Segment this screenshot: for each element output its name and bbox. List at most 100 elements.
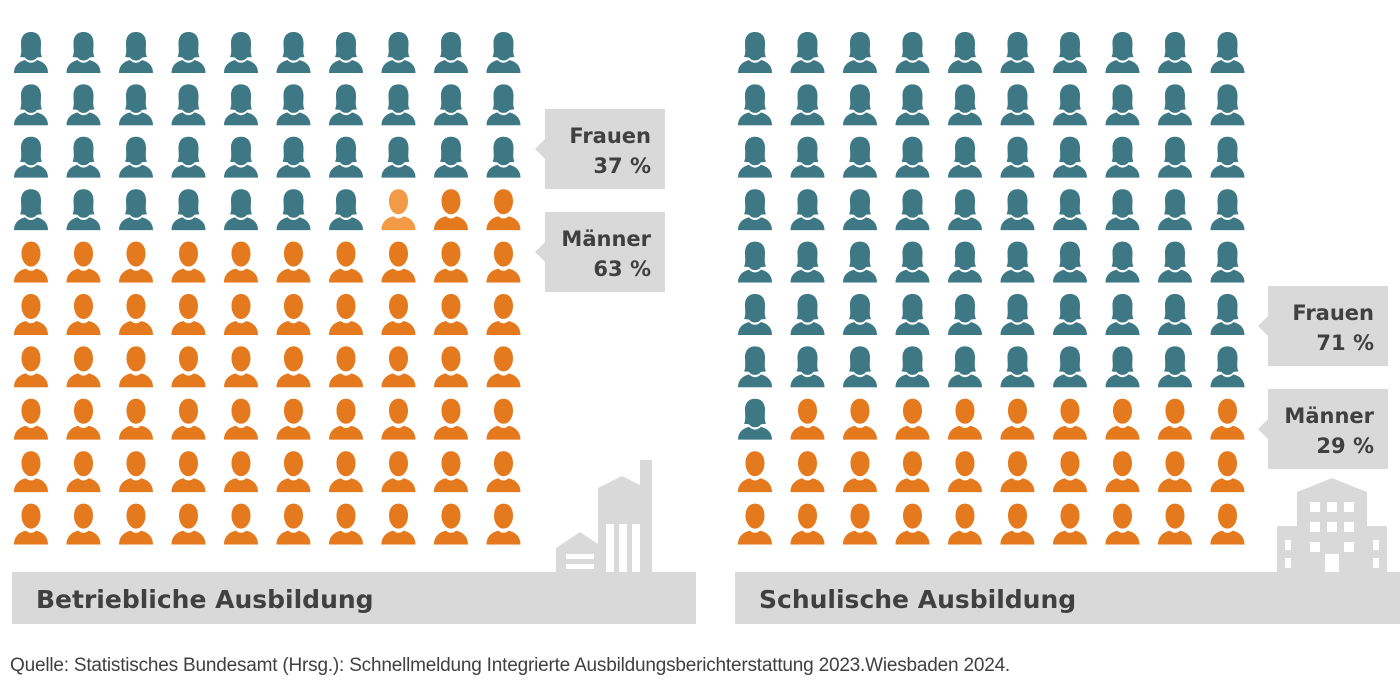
- maenner-person-icon: [119, 503, 153, 545]
- maenner-person-icon: [948, 451, 982, 493]
- frauen-person-icon: [381, 84, 416, 126]
- callout-maenner-betrieblich: Männer 63 %: [535, 212, 665, 292]
- maenner-person-icon: [486, 189, 521, 231]
- frauen-person-icon: [1053, 241, 1087, 283]
- legend-label-frauen: Frauen: [1292, 301, 1374, 325]
- callout-frauen-schulisch: Frauen 71 %: [1258, 286, 1388, 366]
- maenner-person-icon: [1000, 398, 1035, 440]
- frauen-person-icon: [738, 189, 772, 231]
- maenner-person-icon: [224, 346, 258, 388]
- frauen-person-icon: [486, 136, 521, 178]
- data-label-frauen: 71 %: [1316, 331, 1374, 355]
- frauen-person-icon: [171, 84, 206, 126]
- maenner-person-icon: [895, 398, 930, 440]
- frauen-person-icon: [66, 32, 101, 73]
- frauen-person-icon: [1000, 189, 1035, 231]
- maenner-person-icon: [224, 451, 258, 493]
- frauen-person-icon: [381, 32, 416, 73]
- frauen-person-icon: [276, 189, 311, 231]
- frauen-person-icon: [1210, 84, 1245, 126]
- frauen-person-icon: [790, 294, 825, 335]
- frauen-person-icon: [329, 136, 363, 178]
- frauen-person-icon: [790, 32, 825, 73]
- frauen-person-icon: [14, 32, 48, 73]
- frauen-person-icon: [1053, 136, 1087, 178]
- legend-label-frauen: Frauen: [569, 124, 651, 148]
- maenner-person-icon: [224, 294, 258, 335]
- maenner-person-icon: [1053, 398, 1087, 440]
- maenner-person-icon: [948, 398, 982, 440]
- frauen-person-icon: [843, 294, 877, 335]
- frauen-person-icon: [119, 32, 153, 73]
- frauen-person-icon: [1210, 136, 1245, 178]
- frauen-person-icon: [790, 136, 825, 178]
- frauen-person-icon: [171, 32, 206, 73]
- frauen-person-icon: [329, 32, 363, 73]
- maenner-person-icon: [1053, 451, 1087, 493]
- maenner-person-icon: [1158, 451, 1192, 493]
- maenner-person-icon: [276, 346, 311, 388]
- frauen-person-icon: [486, 32, 521, 73]
- frauen-person-icon: [1105, 241, 1140, 283]
- frauen-person-icon: [119, 189, 153, 231]
- maenner-person-icon: [434, 241, 468, 283]
- frauen-person-icon: [66, 84, 101, 126]
- frauen-person-icon: [948, 32, 982, 73]
- maenner-person-icon: [738, 503, 772, 545]
- frauen-person-icon: [843, 346, 877, 388]
- frauen-person-icon: [895, 189, 930, 231]
- maenner-person-icon: [171, 398, 206, 440]
- maenner-person-icon: [329, 346, 363, 388]
- maenner-person-icon: [1105, 451, 1140, 493]
- maenner-person-icon: [224, 503, 258, 545]
- frauen-person-icon: [14, 84, 48, 126]
- frauen-person-icon: [843, 241, 877, 283]
- frauen-person-icon: [434, 84, 468, 126]
- frauen-person-icon: [276, 136, 311, 178]
- frauen-person-icon: [843, 32, 877, 73]
- maenner-person-icon: [790, 451, 825, 493]
- frauen-person-icon: [1210, 294, 1245, 335]
- frauen-person-icon: [1158, 84, 1192, 126]
- frauen-person-icon: [1000, 136, 1035, 178]
- frauen-person-icon: [1210, 346, 1245, 388]
- maenner-person-icon: [119, 346, 153, 388]
- frauen-person-icon: [1000, 346, 1035, 388]
- maenner-person-icon: [276, 398, 311, 440]
- maenner-person-icon: [276, 294, 311, 335]
- maenner-person-icon: [486, 503, 521, 545]
- maenner-person-icon: [171, 346, 206, 388]
- callout-maenner-schulisch: Männer 29 %: [1258, 389, 1388, 469]
- maenner-person-icon: [14, 451, 48, 493]
- maenner-person-icon: [843, 398, 877, 440]
- frauen-person-icon: [948, 84, 982, 126]
- maenner-person-icon: [434, 451, 468, 493]
- maenner-person-icon: [329, 398, 363, 440]
- frauen-person-icon: [434, 32, 468, 73]
- legend-label-maenner: Männer: [1284, 404, 1374, 428]
- frauen-person-icon: [1053, 32, 1087, 73]
- maenner-person-icon: [738, 451, 772, 493]
- frauen-person-icon: [434, 136, 468, 178]
- frauen-person-icon: [895, 294, 930, 335]
- maenner-person-icon: [381, 294, 416, 335]
- frauen-person-icon: [1000, 241, 1035, 283]
- frauen-person-icon: [948, 241, 982, 283]
- frauen-person-icon: [948, 294, 982, 335]
- source-note: Quelle: Statistisches Bundesamt (Hrsg.):…: [10, 655, 1011, 676]
- frauen-person-icon: [1210, 241, 1245, 283]
- maenner-person-icon: [171, 241, 206, 283]
- frauen-person-icon: [1000, 294, 1035, 335]
- maenner-person-icon: [1210, 398, 1245, 440]
- maenner-person-icon: [843, 503, 877, 545]
- maenner-person-icon: [66, 398, 101, 440]
- maenner-person-icon: [14, 241, 48, 283]
- frauen-person-icon: [66, 189, 101, 231]
- maenner-person-icon: [14, 294, 48, 335]
- frauen-person-icon: [66, 136, 101, 178]
- frauen-person-icon: [895, 136, 930, 178]
- frauen-person-icon: [1053, 84, 1087, 126]
- frauen-person-icon: [790, 346, 825, 388]
- maenner-person-icon: [1105, 503, 1140, 545]
